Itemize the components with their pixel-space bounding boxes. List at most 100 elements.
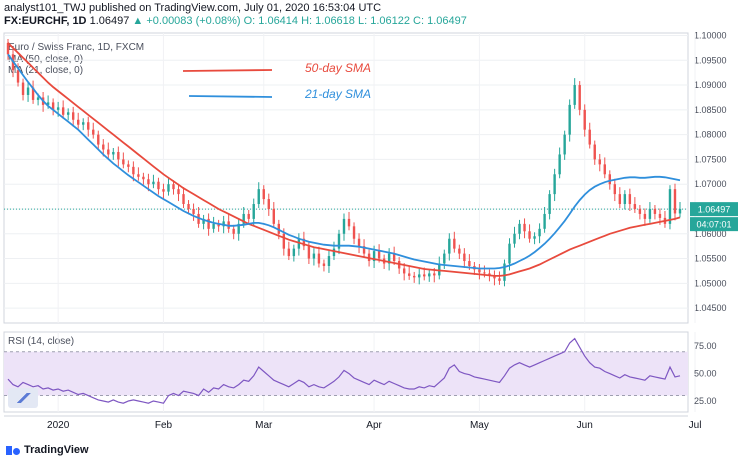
candle-body [618,194,622,205]
candle-body [678,208,682,214]
candle-body [392,253,396,262]
candle-body [82,122,85,125]
countdown-tag [690,217,738,232]
last-price-tag [690,202,738,217]
candle-body [528,231,531,239]
candle-body [533,236,536,239]
price-tick-label: 1.07000 [694,179,727,189]
candle-body [16,70,20,83]
candle-body [232,228,235,234]
annotation-ma21-line [188,95,273,98]
candle-body [282,233,286,249]
candle-body [327,256,331,266]
publisher-line: analyst101_TWJ published on TradingView.… [4,2,382,14]
candle-body [117,151,120,160]
candle-body [463,253,466,262]
candle-body [558,154,561,175]
candle-body [673,189,677,214]
candle-body [212,223,215,229]
candle-body [187,204,190,209]
price-tick-label: 1.05500 [694,254,727,264]
candle-body [588,129,591,145]
candle-body [202,218,205,224]
candle-body [503,263,506,281]
rsi-line [7,337,681,404]
candle-body [563,134,566,155]
price-tick-label: 1.04500 [694,303,727,313]
ma50-line [7,42,681,277]
candle-body [46,102,50,105]
candle-body [593,144,596,160]
candle-body [302,238,306,247]
x-axis-label: Jul [689,420,702,431]
candle-body [71,112,75,120]
ma21-line [7,53,681,270]
candle-body [297,238,301,249]
x-axis-label: 2020 [47,420,70,431]
candle-body [598,159,601,165]
candle-body [508,243,511,264]
candle-body [658,213,662,218]
candle-body [538,228,541,237]
candle-body [247,213,250,219]
candle-body [272,208,275,224]
candle-body [468,261,471,266]
chart-trend-icon[interactable] [8,388,38,408]
x-axis-label: Apr [366,420,382,431]
rsi-tick-label: 75.00 [694,341,717,351]
candle-body [568,104,571,135]
candle-body [292,248,296,257]
rsi-tick-label: 50.00 [694,369,717,379]
candle-body [192,208,195,214]
candle-body [147,179,150,185]
candle-body [372,251,376,262]
candle-body [107,149,110,155]
candle-body [177,189,180,195]
candle-body [342,218,346,234]
price-tick-label: 1.08000 [694,130,727,140]
candle-body [332,248,336,257]
candle-body [36,97,40,100]
legend-title: Euro / Swiss Franc, 1D, FXCM [8,42,145,53]
candle-body [513,233,516,244]
candle-body [493,275,496,279]
candle-body [428,273,431,277]
rsi-tick-label: 25.00 [694,396,717,406]
candle-body [523,223,526,232]
symbol-ohlc-line: FX:EURCHF, 1D 1.06497 ▲ +0.00083 (+0.08%… [4,15,467,27]
candle-body [608,174,611,185]
candle-body [413,275,416,278]
candle-body [87,122,90,130]
last-price: 1.06497 [89,15,130,27]
candle-body [668,189,672,224]
ohlc-values: O: 1.06414 H: 1.06618 L: 1.06122 C: 1.06… [243,15,467,27]
x-axis-label: Feb [155,420,173,431]
candle-body [262,189,265,200]
candle-body [312,253,316,259]
candle-body [357,238,361,247]
candle-body [628,194,632,205]
candle-body [257,189,260,205]
candle-body [237,223,240,234]
candle-body [448,238,451,254]
price-tick-label: 1.08500 [694,105,727,115]
candle-body [122,159,125,165]
candle-body [61,107,65,115]
candle-body [267,199,270,209]
price-tick-label: 1.05000 [694,278,727,288]
candle-body [162,189,165,192]
candle-body [623,194,627,205]
candle-body [483,272,486,274]
tradingview-logo[interactable]: TradingView [6,444,89,456]
candle-body [112,151,115,155]
legend-ma21[interactable]: MA (21, close, 0) [8,65,84,76]
x-axis-label: Mar [255,420,273,431]
candle-body [317,253,321,264]
candle-body [287,248,291,257]
annotation-ma50-line [182,69,273,72]
legend-rsi[interactable]: RSI (14, close) [8,336,75,347]
candle-body [127,164,130,167]
legend-ma50[interactable]: MA (50, close, 0) [8,54,84,65]
candle-body [643,213,647,219]
